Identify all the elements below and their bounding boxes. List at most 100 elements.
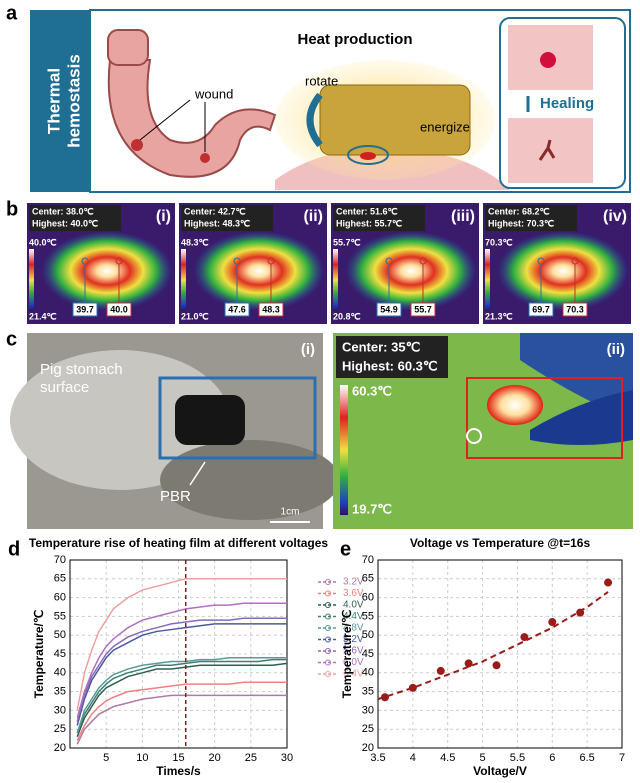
- annotation: Pig stomach: [40, 361, 123, 378]
- y-tick-label: 45: [54, 648, 66, 660]
- label-box: [336, 336, 448, 378]
- x-tick-label: 6.5: [579, 752, 594, 764]
- colorbar-min: 21.0℃: [181, 311, 209, 321]
- side-box: [30, 10, 90, 192]
- legend-label: 5.6V: [343, 646, 364, 657]
- x-tick-label: 5: [103, 752, 109, 764]
- legend-label: 4.8V: [343, 623, 364, 634]
- line: [76, 623, 287, 726]
- arrow: [189, 461, 206, 486]
- annotation: rotate: [305, 73, 338, 88]
- x-tick-label: 10: [136, 752, 148, 764]
- label-box: [181, 205, 273, 231]
- panel-label: a: [6, 2, 18, 24]
- spot-value: 48.3: [262, 304, 280, 314]
- x-tick-label: 30: [281, 752, 293, 764]
- scale-label: 1cm: [281, 507, 300, 518]
- x-tick-label: 7: [619, 752, 625, 764]
- spot-box: [562, 302, 588, 317]
- photo-texture: [160, 440, 340, 520]
- heat-region: [497, 231, 629, 311]
- colorbar-min: 19.7℃: [352, 501, 392, 516]
- line: [76, 617, 287, 722]
- colorbar-max: 55.7℃: [333, 237, 361, 247]
- y-tick-label: 70: [362, 554, 374, 566]
- annotation: energize: [420, 119, 470, 134]
- y-tick-label: 25: [362, 723, 374, 735]
- plot-frame: [377, 559, 623, 749]
- thermal-label: Highest: 55.7℃: [336, 218, 402, 228]
- panel-label: c: [6, 328, 17, 350]
- legend-marker: [325, 579, 331, 585]
- spot-value: 47.6: [228, 304, 246, 314]
- y-tick-label: 35: [54, 686, 66, 698]
- rotate-arrow: [306, 92, 323, 148]
- pbr-device: [175, 395, 245, 445]
- line: [76, 658, 287, 734]
- y-tick-label: 35: [362, 686, 374, 698]
- spot-value: 70.3: [566, 304, 584, 314]
- colorbar: [181, 249, 186, 311]
- thermal-label: Center: 51.6℃: [336, 206, 398, 216]
- healed-wound: [538, 139, 556, 161]
- annotation: PBR: [160, 488, 191, 505]
- colorbar: [485, 249, 490, 311]
- hot-spot: [487, 385, 543, 425]
- legend-label: 5.2V: [343, 634, 364, 645]
- y-tick-label: 65: [54, 573, 66, 585]
- x-tick-label: 3.5: [370, 752, 385, 764]
- y-tick-label: 20: [54, 742, 66, 754]
- line: [76, 694, 287, 745]
- label-box: [485, 205, 577, 231]
- colorbar: [29, 249, 34, 311]
- legend-label: 4.0V: [343, 600, 364, 611]
- colorbar-max: 40.0℃: [29, 237, 57, 247]
- chart-title: Voltage vs Temperature @t=16s: [410, 536, 591, 550]
- y-tick-label: 55: [362, 610, 374, 622]
- colorbar-min: 21.3℃: [485, 311, 513, 321]
- label-box: [333, 205, 425, 231]
- legend-marker: [325, 648, 331, 654]
- spot-value: 55.7: [414, 304, 432, 314]
- y-tick-label: 40: [54, 667, 66, 679]
- x-tick-label: 4: [410, 752, 416, 764]
- arrow: [139, 99, 191, 141]
- wound-spot: [360, 152, 376, 160]
- colorbar: [333, 249, 338, 311]
- point: [464, 659, 473, 668]
- legend-label: 6.4V: [343, 669, 364, 680]
- legend-marker: [325, 659, 331, 666]
- point: [520, 633, 529, 642]
- y-tick-label: 45: [362, 648, 374, 660]
- colorbar-max: 70.3℃: [485, 237, 513, 247]
- x-tick-label: 5.5: [510, 752, 525, 764]
- x-tick-label: 15: [172, 752, 184, 764]
- panel-index: (iv): [603, 208, 627, 225]
- legend-marker: [325, 590, 331, 597]
- legend-marker: [325, 671, 331, 677]
- thermal-label: Center: 38.0℃: [32, 206, 94, 216]
- thermal-label: Highest: 70.3℃: [488, 218, 554, 228]
- side-label: Thermal: [44, 68, 63, 134]
- spot-box: [528, 302, 554, 317]
- wound-spot: [540, 52, 556, 68]
- y-tick-label: 50: [54, 629, 66, 641]
- spot-value: 54.9: [380, 304, 398, 314]
- label-box: [29, 205, 121, 231]
- spot-box: [376, 302, 402, 317]
- spot-value: 69.7: [532, 304, 550, 314]
- wound-spot: [131, 139, 143, 151]
- point: [548, 618, 557, 627]
- highlight-box: [158, 376, 317, 460]
- photo-texture: [10, 350, 230, 490]
- chart-title: Temperature rise of heating film at diff…: [29, 536, 329, 550]
- x-tick-label: 25: [245, 752, 257, 764]
- y-tick-label: 60: [362, 592, 374, 604]
- colorbar-max: 48.3℃: [181, 237, 209, 247]
- point: [576, 608, 585, 617]
- spot-box: [258, 302, 284, 317]
- panel-index: (i): [301, 341, 315, 358]
- stomach: [107, 59, 277, 178]
- panel-index: (iii): [451, 208, 475, 225]
- point: [380, 693, 389, 702]
